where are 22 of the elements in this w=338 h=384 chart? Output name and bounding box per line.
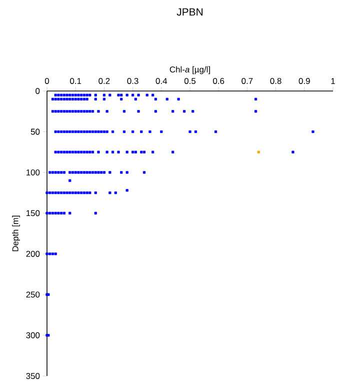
x-tick-label: 0.7 xyxy=(242,78,253,84)
x-tick-label: 0.5 xyxy=(184,78,196,84)
x-tick-label: 0.2 xyxy=(98,78,110,84)
x-axis-title: Chl-a [µg/l] xyxy=(170,66,210,74)
x-tick-label: 0.9 xyxy=(298,78,310,84)
y-tick-label: 300 xyxy=(26,332,40,338)
y-tick-label: 250 xyxy=(26,292,40,298)
x-tick-label: 0.6 xyxy=(212,78,224,84)
x-tick-label: 0.3 xyxy=(127,78,138,84)
chart-title: JPBN xyxy=(176,8,202,16)
x-tick-label: 0.4 xyxy=(156,78,167,84)
y-tick-label: 50 xyxy=(30,128,40,135)
x-tick-label: 1 xyxy=(331,78,335,84)
x-tick-label: 0.8 xyxy=(270,78,282,84)
y-tick-label: 0 xyxy=(36,88,40,94)
y-tick-label: 350 xyxy=(26,373,40,379)
y-axis-title: Depth [m] xyxy=(12,216,20,252)
y-tick-label: 200 xyxy=(26,250,40,257)
y-tick-label: 100 xyxy=(26,169,40,176)
y-tick-label: 150 xyxy=(26,210,40,216)
x-tick-label: 0 xyxy=(44,78,49,84)
x-tick-label: 0.1 xyxy=(70,78,81,84)
